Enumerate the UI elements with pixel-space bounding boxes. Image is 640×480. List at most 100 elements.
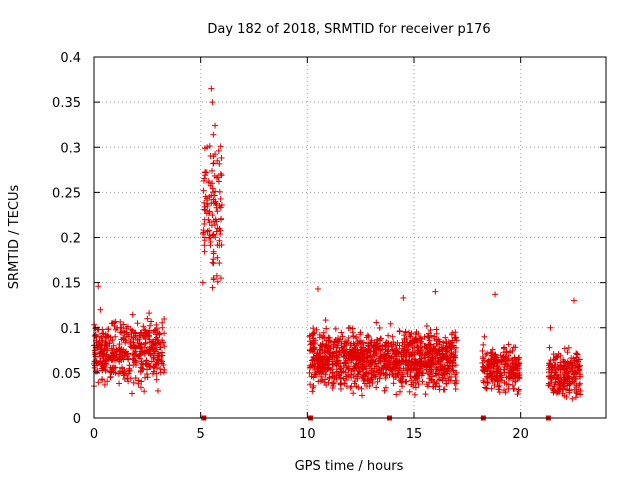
data-point — [111, 323, 118, 330]
data-point — [405, 342, 412, 349]
data-point — [213, 272, 220, 279]
data-point — [118, 350, 125, 357]
data-point — [210, 231, 217, 238]
data-point — [376, 355, 383, 362]
data-point — [153, 370, 160, 377]
data-point — [309, 388, 316, 395]
data-point — [212, 122, 219, 129]
data-point — [423, 367, 430, 374]
data-point — [156, 331, 163, 338]
data-point — [307, 381, 314, 388]
data-point — [310, 384, 317, 391]
data-point — [446, 359, 453, 366]
data-point — [201, 175, 208, 182]
data-point — [445, 356, 452, 363]
data-point — [210, 276, 217, 283]
data-point — [104, 378, 111, 385]
data-point — [415, 381, 422, 388]
data-point — [217, 143, 224, 150]
data-point — [433, 326, 440, 333]
data-point — [401, 332, 408, 339]
data-point — [335, 370, 342, 377]
data-point — [419, 370, 426, 377]
data-point — [376, 337, 383, 344]
data-point — [422, 391, 429, 398]
data-point — [108, 320, 115, 327]
data-point — [201, 242, 208, 249]
data-point — [363, 348, 370, 355]
data-point — [147, 352, 154, 359]
data-point — [106, 368, 113, 375]
data-point — [137, 330, 144, 337]
data-point — [150, 328, 157, 335]
data-point — [378, 370, 385, 377]
data-point — [338, 329, 345, 336]
chart-title: Day 182 of 2018, SRMTID for receiver p17… — [207, 22, 490, 37]
data-point — [202, 168, 209, 175]
data-point — [416, 356, 423, 363]
data-point — [213, 218, 220, 225]
data-point — [323, 341, 330, 348]
data-point — [142, 334, 149, 341]
data-point — [348, 371, 355, 378]
data-point — [204, 203, 211, 210]
data-point — [109, 349, 116, 356]
data-point — [449, 330, 456, 337]
data-point — [390, 339, 397, 346]
data-point — [386, 355, 393, 362]
data-point — [140, 361, 147, 368]
data-point — [210, 189, 217, 196]
data-point — [323, 382, 330, 389]
data-point — [157, 365, 164, 372]
data-point — [452, 329, 459, 336]
data-point — [421, 333, 428, 340]
data-point — [351, 380, 358, 387]
data-point — [161, 343, 168, 350]
data-point — [160, 362, 167, 369]
data-point — [427, 371, 434, 378]
data-point — [328, 339, 335, 346]
data-point — [151, 327, 158, 334]
data-point — [345, 363, 352, 370]
data-point — [421, 354, 428, 361]
data-point — [350, 347, 357, 354]
data-point — [157, 344, 164, 351]
data-point — [214, 254, 221, 261]
data-point — [395, 357, 402, 364]
data-point — [141, 326, 148, 333]
data-point — [400, 365, 407, 372]
data-point — [332, 325, 339, 332]
data-point — [377, 356, 384, 363]
data-point — [323, 325, 330, 332]
data-point — [358, 392, 365, 399]
data-point — [318, 367, 325, 374]
data-point — [133, 359, 140, 366]
data-point — [209, 284, 216, 291]
data-point — [427, 327, 434, 334]
data-point — [426, 337, 433, 344]
data-point — [386, 361, 393, 368]
data-point — [345, 372, 352, 379]
data-point — [423, 322, 430, 329]
data-point — [201, 248, 208, 255]
data-point — [97, 358, 104, 365]
data-point — [375, 345, 382, 352]
data-point — [433, 361, 440, 368]
data-point — [441, 365, 448, 372]
data-point — [397, 375, 404, 382]
data-point — [214, 208, 221, 215]
data-point — [333, 349, 340, 356]
data-point — [124, 323, 131, 330]
data-point — [370, 343, 377, 350]
data-point — [366, 345, 373, 352]
data-point — [375, 346, 382, 353]
data-point — [452, 362, 459, 369]
data-point — [121, 376, 128, 383]
data-point — [416, 369, 423, 376]
data-point — [364, 380, 371, 387]
data-point — [310, 325, 317, 332]
data-point — [130, 379, 137, 386]
data-point — [407, 369, 414, 376]
